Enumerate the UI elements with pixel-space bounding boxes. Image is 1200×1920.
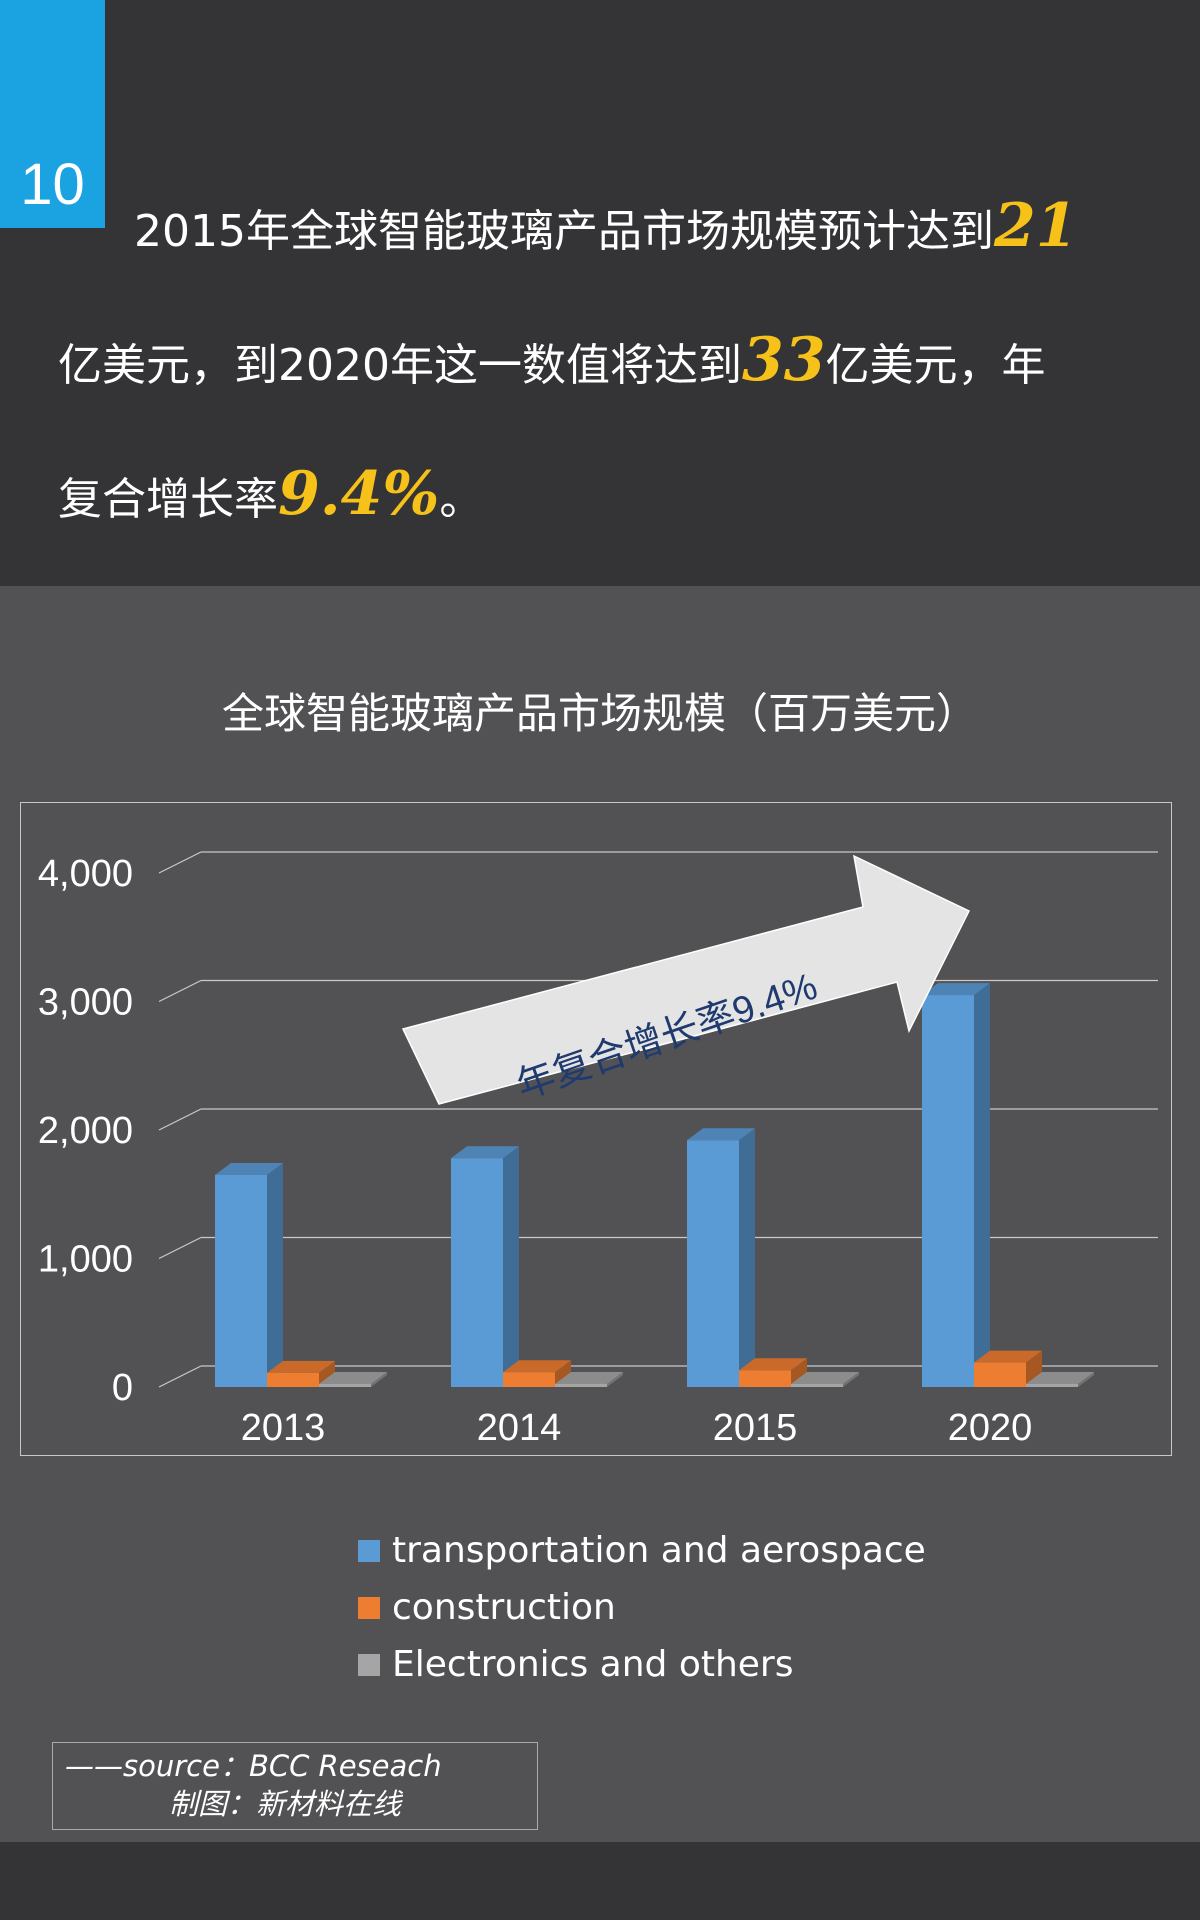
bar-0: [451, 1158, 503, 1387]
legend-item-transportation: transportation and aerospace: [358, 1522, 926, 1579]
legend-swatch-electronics: [358, 1653, 380, 1676]
gridline-diag: [158, 1365, 202, 1388]
bar-top-1: [267, 1360, 335, 1373]
bar-2: [791, 1384, 843, 1387]
y-tick-label: 1,000: [38, 1239, 133, 1281]
y-tick-label: 3,000: [38, 982, 133, 1024]
headline-text-1: 2015年全球智能玻璃产品市场规模预计达到: [134, 206, 994, 257]
slide-number-badge: 10: [0, 0, 105, 228]
legend-swatch-transportation: [358, 1539, 380, 1562]
bar-side-1: [555, 1360, 571, 1387]
bar-side-0: [503, 1146, 519, 1387]
bar-top-0: [451, 1146, 519, 1159]
source-note: ——source：BCC Reseach 制图：新材料在线: [52, 1742, 538, 1830]
bar-side-2: [1078, 1372, 1094, 1387]
source-line: ——source：BCC Reseach: [65, 1749, 442, 1783]
highlight-2020-value: 33: [741, 325, 826, 395]
bar-0: [922, 995, 974, 1387]
x-tick-label: 2015: [713, 1407, 798, 1449]
headline-line-1: 2015年全球智能玻璃产品市场规模预计达到21: [58, 162, 1168, 296]
header-panel: 10 2015年全球智能玻璃产品市场规模预计达到21 亿美元，到2020年这一数…: [0, 0, 1200, 586]
growth-arrow: [401, 854, 971, 1105]
bar-2: [319, 1384, 371, 1387]
bar-top-0: [922, 983, 990, 996]
chart-legend: transportation and aerospace constructio…: [358, 1522, 926, 1693]
highlight-cagr-value: 9.4%: [278, 459, 440, 529]
chart-frame: 0 1,000 2,000 3,000 4,000 2013 2014 2015 2020 年复合…: [20, 802, 1172, 1456]
bar-top-1: [974, 1350, 1042, 1363]
headline-text-2: 亿美元，到2020年这一数值将达到: [58, 340, 742, 391]
headline-line-2: 亿美元，到2020年这一数值将达到33亿美元，年: [58, 296, 1168, 430]
y-tick-label: 2,000: [38, 1110, 133, 1152]
bar-1: [503, 1372, 555, 1387]
bar-top-1: [503, 1360, 571, 1373]
bar-side-0: [974, 983, 990, 1387]
bar-side-0: [267, 1162, 283, 1387]
headline-text-4: 复合增长率: [58, 474, 278, 525]
bar-top-2: [791, 1372, 859, 1384]
gridline-diag: [158, 979, 202, 1003]
credit-line: 制图：新材料在线: [169, 1787, 402, 1821]
y-tick-label: 4,000: [38, 853, 133, 895]
bar-0: [687, 1140, 739, 1387]
bar-side-1: [791, 1358, 807, 1387]
bar-side-1: [319, 1360, 335, 1387]
bar-top-0: [215, 1162, 283, 1175]
headline-text-5: 。: [439, 474, 484, 525]
bar-top-1: [739, 1358, 807, 1371]
bar-side-2: [843, 1372, 859, 1387]
bar-2: [555, 1384, 607, 1387]
x-tick-label: 2014: [477, 1407, 562, 1449]
gridline-diag: [158, 1236, 202, 1260]
bar-side-2: [371, 1372, 387, 1387]
bar-top-2: [555, 1372, 623, 1384]
bar-1: [739, 1370, 791, 1387]
bar-side-0: [739, 1128, 755, 1387]
legend-label-construction: construction: [392, 1587, 616, 1628]
legend-item-electronics: Electronics and others: [358, 1636, 926, 1693]
bar-0: [215, 1174, 267, 1387]
x-tick-label: 2013: [241, 1407, 326, 1449]
legend-item-construction: construction: [358, 1579, 926, 1636]
bar-1: [974, 1362, 1026, 1387]
gridline-diag: [158, 1108, 202, 1131]
legend-label-electronics: Electronics and others: [392, 1644, 794, 1685]
bar-1: [267, 1372, 319, 1387]
bar-2: [1026, 1384, 1078, 1387]
highlight-2015-value: 21: [993, 191, 1078, 261]
headline-text-3: 亿美元，年: [825, 340, 1046, 391]
legend-swatch-construction: [358, 1596, 380, 1619]
legend-label-transportation: transportation and aerospace: [392, 1530, 926, 1571]
headline: 2015年全球智能玻璃产品市场规模预计达到21 亿美元，到2020年这一数值将达…: [58, 162, 1168, 564]
chart-title: 全球智能玻璃产品市场规模（百万美元）: [221, 689, 978, 738]
bar-side-2: [607, 1372, 623, 1387]
x-tick-label: 2020: [948, 1407, 1033, 1449]
bar-top-2: [319, 1372, 387, 1384]
bar-top-0: [687, 1128, 755, 1141]
y-tick-label: 0: [112, 1367, 133, 1409]
gridline-diag: [158, 851, 202, 874]
headline-line-3: 复合增长率9.4%。: [58, 430, 1168, 564]
footer-band: [0, 1842, 1200, 1920]
bar-top-2: [1026, 1372, 1094, 1384]
